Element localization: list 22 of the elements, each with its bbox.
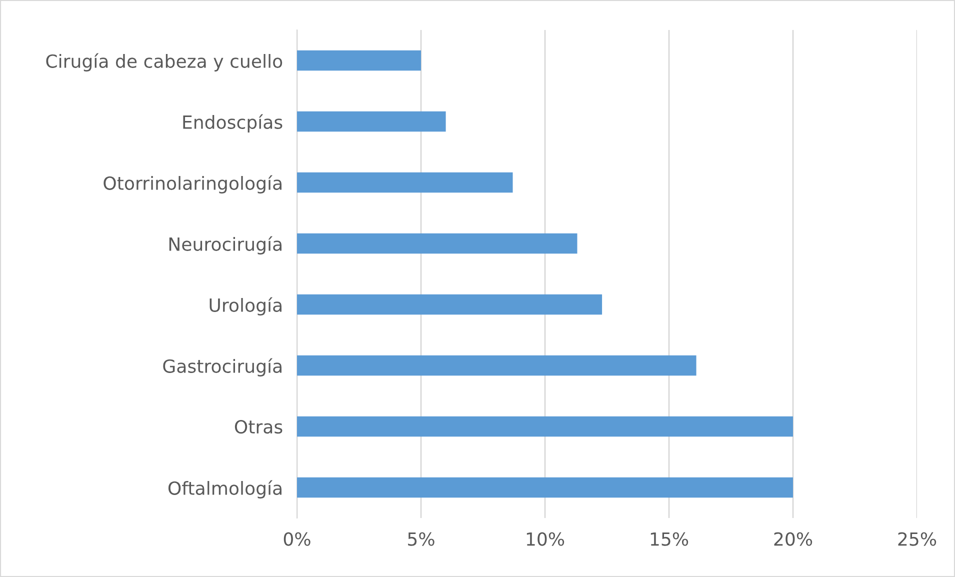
bar [297, 416, 793, 437]
y-tick-label: Neurocirugía [169, 236, 282, 254]
x-tick-label: 25% [898, 532, 936, 546]
y-tick-label: Urología [210, 297, 282, 316]
y-tick-label: Otras [234, 420, 282, 434]
y-tick-label: Cirugía de cabeza y cuello [46, 53, 282, 72]
x-tick-label: 5% [408, 532, 434, 546]
bar [297, 355, 696, 376]
bar [297, 172, 513, 193]
bar [297, 477, 793, 498]
y-tick-label: Endoscpías [183, 114, 282, 132]
bar [297, 111, 446, 132]
y-tick-label: Otorrinolaringología [104, 175, 282, 194]
y-tick-label: Oftalmología [168, 480, 282, 498]
bar [297, 50, 421, 71]
x-tick-label: 15% [650, 532, 688, 546]
x-tick-label: 20% [774, 532, 812, 546]
y-tick-label: Gastrocirugía [163, 358, 282, 376]
bar [297, 233, 578, 254]
x-tick-label: 10% [526, 532, 564, 546]
bar [297, 294, 602, 315]
x-tick-label: 0% [284, 532, 310, 546]
